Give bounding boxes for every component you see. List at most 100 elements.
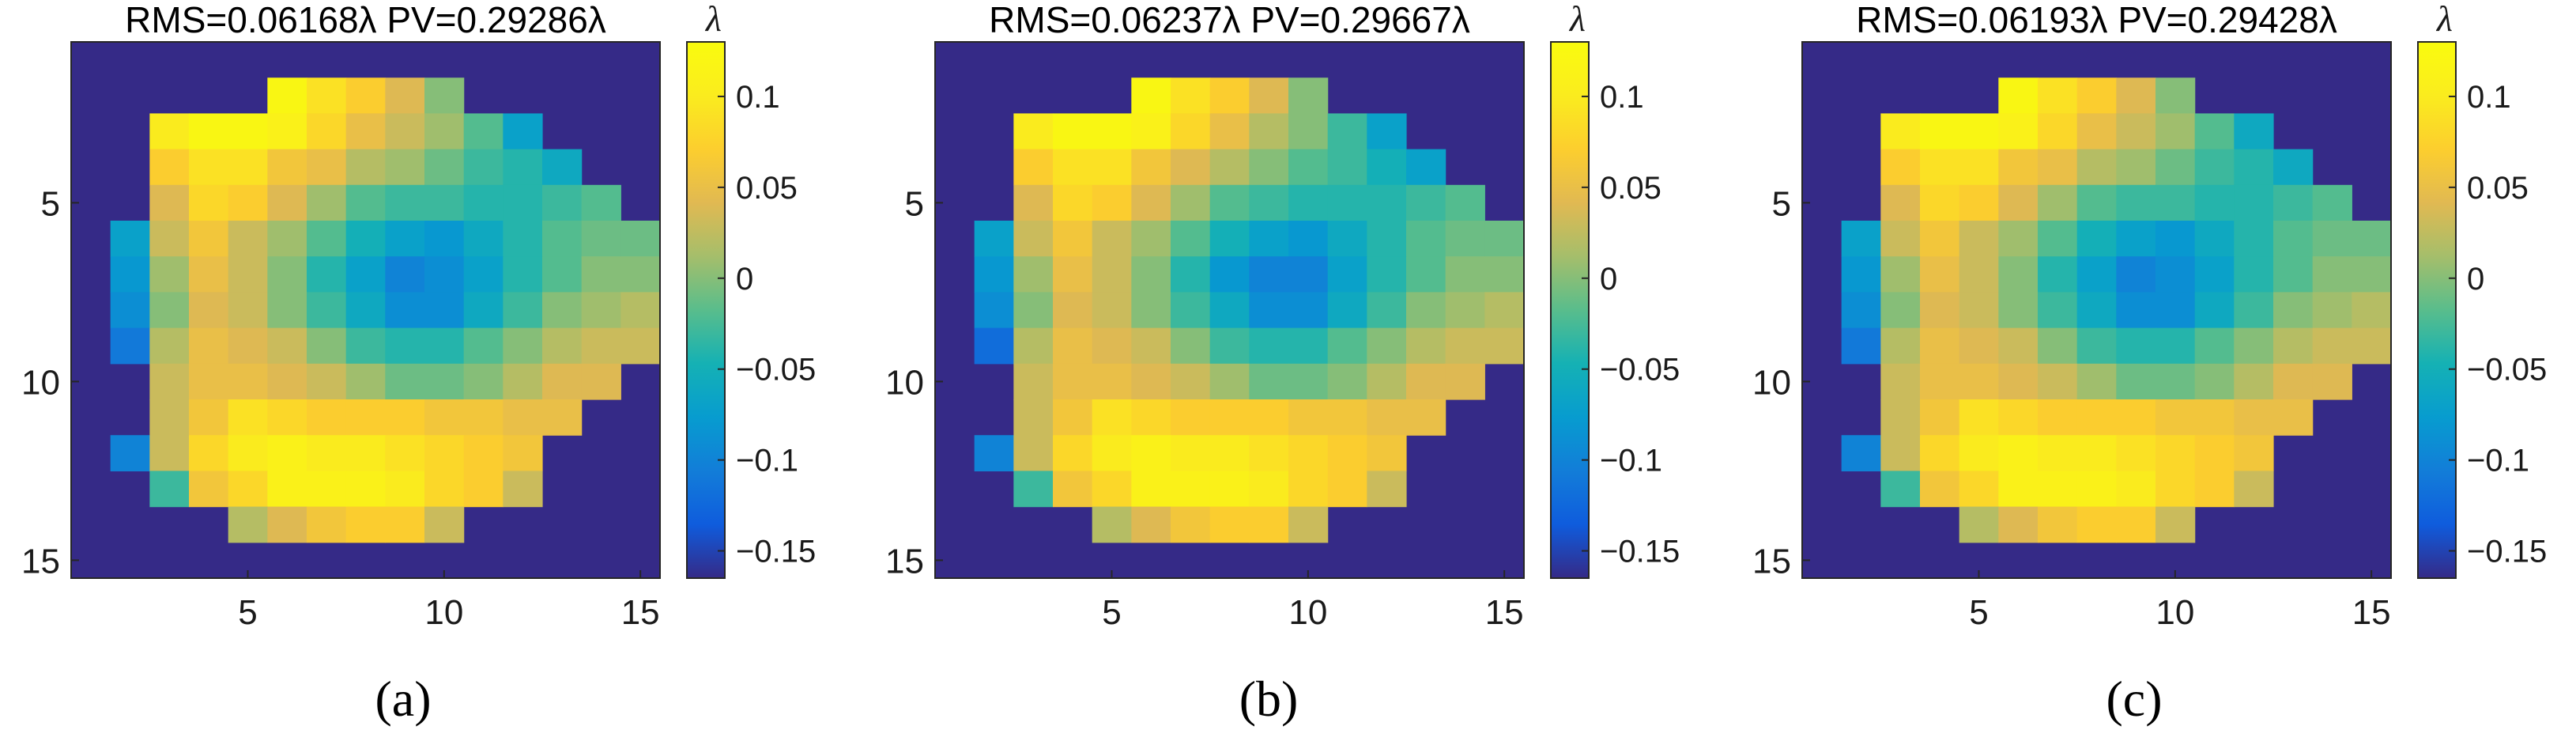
heatmap-cell — [1288, 221, 1329, 257]
heatmap-cell — [1053, 184, 1093, 221]
heatmap-cell — [1249, 471, 1289, 508]
heatmap-cell — [1445, 221, 1485, 257]
heatmap-cell — [542, 149, 583, 186]
heatmap-cell — [267, 363, 307, 400]
heatmap-cell — [1484, 221, 1525, 257]
heatmap-cell — [463, 149, 504, 186]
heatmap-cell — [2038, 256, 2078, 293]
heatmap-cell — [1209, 399, 1250, 436]
heatmap-cell — [2076, 471, 2117, 508]
heatmap-cell — [1288, 292, 1329, 329]
x-tick-label: 5 — [1969, 593, 1988, 632]
heatmap-cell — [1327, 221, 1367, 257]
heatmap-cell — [1171, 184, 1211, 221]
heatmap-cell — [1959, 292, 1999, 329]
heatmap-cell — [149, 435, 190, 471]
heatmap-cell — [1131, 184, 1171, 221]
heatmap-cell — [2234, 149, 2274, 186]
heatmap-cell — [1092, 506, 1132, 543]
heatmap-cell — [620, 221, 661, 257]
heatmap-cell — [2076, 78, 2117, 114]
heatmap-cell — [542, 221, 583, 257]
heatmap-cell — [1249, 327, 1289, 365]
heatmap-cell — [2234, 363, 2274, 400]
heatmap-cell — [267, 184, 307, 221]
heatmap-cell — [228, 221, 268, 257]
y-tick-label: 10 — [21, 363, 60, 402]
heatmap-cell — [1880, 399, 1921, 436]
heatmap-cell — [2076, 113, 2117, 150]
heatmap-cell — [1367, 327, 1407, 365]
heatmap-cell — [1406, 184, 1446, 221]
heatmap-cell — [1406, 327, 1446, 365]
heatmap-cell — [1249, 506, 1289, 543]
heatmap-cell — [1053, 221, 1093, 257]
heatmap-cell — [1920, 113, 1960, 150]
heatmap-cell — [1445, 256, 1485, 293]
heatmap-cell — [1209, 506, 1250, 543]
heatmap-cell — [2273, 363, 2314, 400]
heatmap-cell — [1841, 256, 1881, 293]
heatmap-cell — [1959, 149, 1999, 186]
heatmap-cell — [1959, 113, 1999, 150]
heatmap-cell — [1209, 78, 1250, 114]
heatmap-cell — [1327, 327, 1367, 365]
x-tick-label: 10 — [1288, 593, 1327, 632]
heatmap-cell — [110, 221, 150, 257]
heatmap-cell — [2273, 292, 2314, 329]
heatmap-cell — [2312, 327, 2352, 365]
heatmap-cell — [581, 327, 621, 365]
heatmap-cell — [1249, 221, 1289, 257]
heatmap-cell — [2076, 292, 2117, 329]
heatmap-cell — [385, 78, 425, 114]
colorbar-tick-label: 0.05 — [1600, 171, 1661, 206]
y-tick-label: 5 — [905, 184, 924, 223]
heatmap-cell — [2273, 149, 2314, 186]
panel-c: 5 10 15 5 10 15 RMS=0.06193λ PV=0.29428λ 0.1 0.0… — [1752, 0, 2547, 727]
heatmap-cell — [2194, 113, 2235, 150]
heatmap-cell — [307, 363, 347, 400]
heatmap-cell — [345, 471, 386, 508]
heatmap-cell — [2076, 506, 2117, 543]
heatmap-cell — [2038, 435, 2078, 471]
heatmap-cell — [307, 256, 347, 293]
heatmap-cell — [1013, 184, 1054, 221]
heatmap-cell — [345, 292, 386, 329]
heatmap-cell — [385, 221, 425, 257]
heatmap-cell — [1092, 399, 1132, 436]
heatmap-cell — [463, 184, 504, 221]
heatmap-cell — [503, 435, 543, 471]
heatmap-cell — [1959, 256, 1999, 293]
heatmap-cell — [2038, 399, 2078, 436]
heatmap-cell — [1327, 435, 1367, 471]
heatmap-cell — [424, 292, 465, 329]
heatmap-cell — [1406, 149, 1446, 186]
heatmap-cell — [1484, 327, 1525, 365]
heatmap-cell — [542, 256, 583, 293]
heatmap-cell — [385, 399, 425, 436]
heatmap-cell — [267, 435, 307, 471]
heatmap-cell — [1484, 292, 1525, 329]
heatmap-cell — [1406, 363, 1446, 400]
heatmap-cell — [2194, 184, 2235, 221]
heatmap-cell — [1013, 221, 1054, 257]
heatmap-cell — [2038, 149, 2078, 186]
heatmap-cell — [1053, 113, 1093, 150]
heatmap-cell — [1445, 363, 1485, 400]
heatmap-cell — [2194, 363, 2235, 400]
colorbar-tick-label: −0.05 — [1600, 353, 1680, 388]
heatmap-cell — [1171, 471, 1211, 508]
heatmap-cell — [110, 256, 150, 293]
heatmap-cell — [1327, 149, 1367, 186]
heatmap-cell — [2194, 149, 2235, 186]
panel-caption: (a) — [375, 671, 431, 727]
heatmap-cell — [1959, 471, 1999, 508]
heatmap-cell — [345, 506, 386, 543]
heatmap-cell — [385, 256, 425, 293]
heatmap-cell — [1367, 435, 1407, 471]
heatmap-cell — [1209, 292, 1250, 329]
heatmap-cell — [974, 292, 1014, 329]
heatmap-cell — [1053, 435, 1093, 471]
heatmap-cell — [1209, 471, 1250, 508]
heatmap-cell — [1249, 113, 1289, 150]
